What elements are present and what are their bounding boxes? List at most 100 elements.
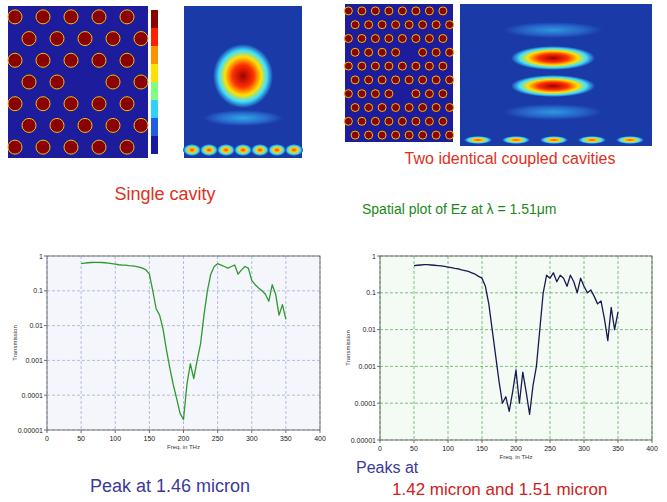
rod <box>378 104 386 112</box>
rod <box>64 140 78 154</box>
rod <box>371 35 379 43</box>
rod <box>22 118 36 132</box>
tick-mark <box>183 430 184 433</box>
rod <box>446 21 454 29</box>
rod <box>134 75 148 89</box>
x-tick-label: 50 <box>410 445 418 452</box>
rod <box>439 35 447 43</box>
transmission-line <box>81 262 286 419</box>
x-tick-label: 350 <box>612 445 624 452</box>
rod <box>439 90 447 98</box>
rod <box>398 117 406 125</box>
rod <box>398 35 406 43</box>
annotation: 1.42 micron and 1.51 micron <box>392 480 607 499</box>
x-tick-label: 150 <box>144 435 156 442</box>
rod <box>412 35 420 43</box>
rod <box>392 48 400 56</box>
rod <box>351 21 359 29</box>
rod <box>439 7 447 15</box>
field-spot <box>511 75 595 97</box>
rod <box>36 97 50 111</box>
tick-mark <box>377 366 380 367</box>
grid-line <box>618 256 619 440</box>
x-tick-label: 400 <box>646 445 658 452</box>
tick-mark <box>44 360 47 361</box>
rod <box>398 62 406 70</box>
rod <box>358 35 366 43</box>
rod <box>425 90 433 98</box>
rod <box>106 75 120 89</box>
rod <box>439 62 447 70</box>
tick-mark <box>377 403 380 404</box>
x-tick-label: 200 <box>510 445 522 452</box>
rod <box>412 117 420 125</box>
tick-mark <box>377 292 380 293</box>
colorbar-step <box>151 82 158 100</box>
lattice-background <box>8 6 148 158</box>
y-tick-label: 0.001 <box>358 363 376 370</box>
tick-mark <box>584 440 585 443</box>
chart-title: Two identical coupled cavities <box>405 150 616 167</box>
field-spot <box>540 136 568 144</box>
rod <box>351 76 359 84</box>
lattice-picture <box>344 4 453 142</box>
grid-line <box>81 256 82 430</box>
annotation: Peaks at <box>356 459 419 476</box>
y-tick-label: 0.01 <box>29 322 43 329</box>
y-tick-label: 0.00001 <box>18 427 43 434</box>
rod <box>358 7 366 15</box>
grid-line <box>584 256 585 440</box>
rod <box>432 76 440 84</box>
tick-mark <box>44 256 47 257</box>
chart-subtitle: Spatial plot of Ez at λ = 1.51μm <box>362 201 556 217</box>
rod <box>446 48 454 56</box>
field-spot <box>511 46 595 70</box>
tick-mark <box>448 440 449 443</box>
rod <box>50 32 64 46</box>
rod <box>344 117 352 125</box>
rod <box>8 10 22 24</box>
rod <box>412 90 420 98</box>
x-tick-label: 250 <box>212 435 224 442</box>
rod <box>134 32 148 46</box>
rod <box>378 131 386 139</box>
rod <box>378 21 386 29</box>
rod <box>419 131 427 139</box>
tick-mark <box>149 430 150 433</box>
rod <box>392 104 400 112</box>
rod <box>419 21 427 29</box>
grid-line <box>149 256 150 430</box>
rod <box>358 62 366 70</box>
rod <box>344 90 352 98</box>
rod <box>385 90 393 98</box>
grid-line <box>115 256 116 430</box>
rod <box>425 62 433 70</box>
rod <box>398 7 406 15</box>
rod <box>36 53 50 67</box>
rod <box>425 117 433 125</box>
plot-frame <box>47 256 320 430</box>
rod <box>385 62 393 70</box>
rod <box>425 7 433 15</box>
y-axis-title: Transmission <box>345 330 351 365</box>
tick-mark <box>377 256 380 257</box>
tick-mark <box>44 395 47 396</box>
rod <box>134 118 148 132</box>
chart: 10.10.010.0010.00010.0000105010015020025… <box>12 253 326 451</box>
rod <box>78 118 92 132</box>
rod <box>365 21 373 29</box>
rod <box>78 32 92 46</box>
rod <box>392 76 400 84</box>
rod <box>92 140 106 154</box>
rod <box>432 104 440 112</box>
grid-line <box>482 256 483 440</box>
rod <box>365 76 373 84</box>
rod <box>405 104 413 112</box>
plot-background <box>380 256 652 440</box>
tick-mark <box>550 440 551 443</box>
field-spot <box>578 136 606 144</box>
rod <box>8 97 22 111</box>
rod <box>22 32 36 46</box>
tick-mark <box>217 430 218 433</box>
rod <box>365 131 373 139</box>
